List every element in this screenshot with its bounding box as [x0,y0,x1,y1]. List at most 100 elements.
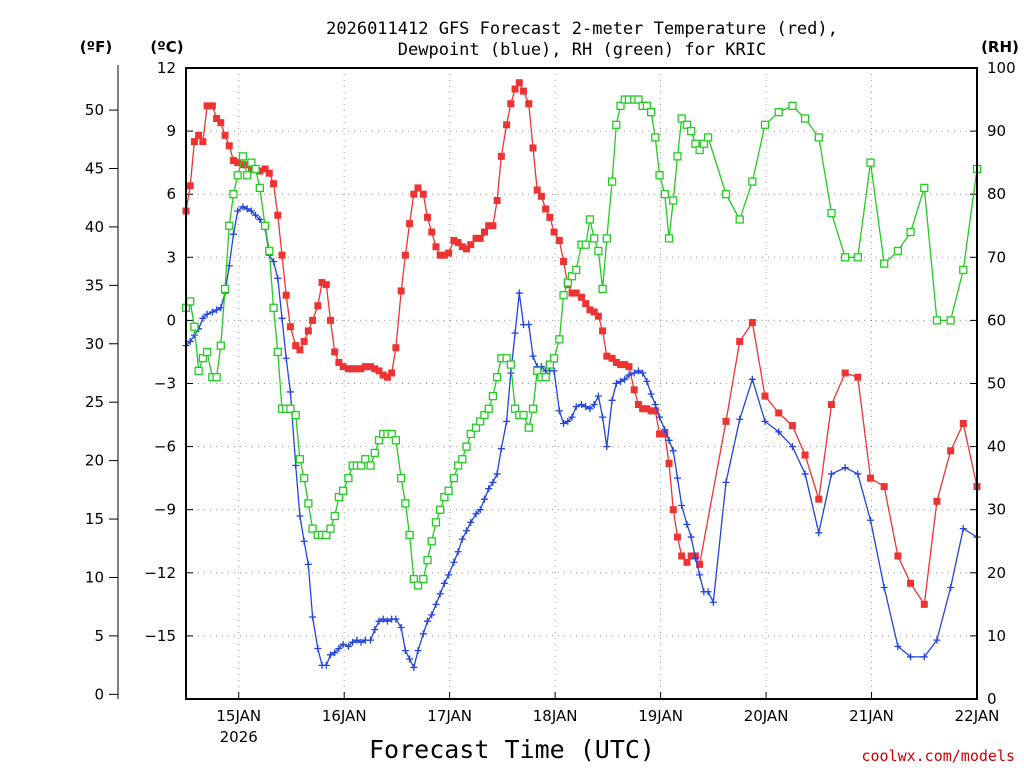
temperature-point [419,190,427,198]
temperature-point [392,344,400,352]
dewpoint-point [722,478,730,486]
rh-point [932,316,942,325]
rh-point [590,234,599,243]
celsius-tick-label: −15 [144,627,176,645]
temperature-point [854,373,862,381]
temperature-point [687,552,695,560]
temperature-point [497,152,505,160]
temperature-point [424,213,432,221]
temperature-point [947,447,955,455]
rh-point [273,347,282,357]
temperature-point [555,236,563,244]
rh-tick-label: 0 [987,690,997,708]
rh-point [458,455,467,464]
temperature-point [594,312,602,320]
dewpoint-point [683,520,691,528]
temperature-point [582,300,590,308]
temperature-point [959,419,967,427]
rh-point [338,486,348,495]
temperature-point [586,306,594,314]
temperature-point [406,220,414,228]
dewpoint-point [440,579,448,587]
time-tick-label: 17JAN [427,707,472,725]
dewpoint-point [687,533,695,541]
rh-tick-label: 10 [987,627,1006,645]
celsius-tick-label: 9 [166,122,176,140]
temperature-point [401,251,409,259]
temperature-point [367,363,375,371]
rh-point [286,404,295,413]
temperature-point [304,327,312,335]
rh-point [906,227,915,237]
rh-point [198,354,208,363]
celsius-tick-label: 0 [166,311,176,329]
temperature-point [599,327,607,335]
fahrenheit-tick-label: 40 [85,218,104,236]
celsius-tick-label: 3 [166,248,176,266]
rh-point [699,139,708,148]
dewpoint-point [493,470,501,478]
temperature-point [533,186,541,194]
rh-point [502,354,511,363]
rh-point [721,190,731,199]
time-axis: 15JAN 2026 16JAN 17JAN 18JAN 19JAN 20JAN 21JAN 2… [216,692,999,746]
celsius-tick-label: −6 [154,438,176,456]
dewpoint-point [827,470,835,478]
dewpoint-point [639,369,647,377]
rh-point [866,158,875,167]
dewpoint-point [424,617,432,625]
rh-point [549,354,559,363]
dewpoint-point [907,653,915,661]
rh-point [334,492,344,502]
rh-point [774,108,783,117]
dewpoint-point [476,506,484,514]
dewpoint-point [485,485,493,493]
temperature-point [353,365,361,373]
rh-point [492,373,502,382]
temperature-point [678,552,686,560]
celsius-tick-label: 6 [166,185,176,203]
time-tick-label: 20JAN [744,707,789,725]
temperature-point [537,192,545,200]
time-tick-label: 19JAN [638,707,683,725]
rh-point [572,265,581,275]
dewpoint-point [322,661,330,669]
dewpoint-point [537,363,545,371]
rh-point [291,410,300,420]
dewpoint-point [590,401,598,409]
dewpoint-point [612,380,620,387]
rh-point [476,417,485,426]
temperature-point [383,373,391,381]
dewpoint-point [497,445,505,453]
chart-title-line1: 2026011412 GFS Forecast 2-meter Temperat… [326,19,838,39]
dewpoint-point [186,337,194,345]
fahrenheit-tick-label: 50 [85,101,104,119]
temperature-point [736,337,744,345]
rh-point [401,499,410,508]
temperature-point [647,407,655,415]
temperature-point [445,249,453,257]
rh-point [563,278,572,287]
dewpoint-point [467,518,475,526]
temperature-point [656,430,664,438]
rh-point [800,114,810,123]
temperature-point [450,236,458,244]
rh-point [405,530,414,540]
temperature-point [261,165,269,173]
fahrenheit-tick-label: 35 [85,276,104,294]
rh-point [440,492,449,502]
dewpoint-point [736,415,744,423]
rh-point [299,473,309,483]
rh-point [480,410,489,420]
rh-point [788,101,797,111]
rh-point [880,259,889,268]
rh-point [216,341,225,350]
temperature-point [651,407,659,415]
rh-tick-label: 50 [987,375,1006,393]
temperature-point [578,293,585,301]
dewpoint-point [866,516,874,524]
dewpoint-point [458,535,466,543]
dewpoint-point [392,615,400,623]
